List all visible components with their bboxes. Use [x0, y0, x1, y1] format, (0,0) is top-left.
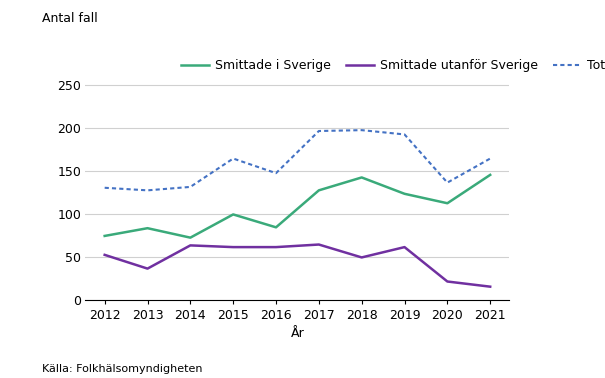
Smittade utanför Sverige [486, 284, 494, 289]
Smittade i Sverige [187, 235, 194, 240]
Totalt [443, 180, 451, 185]
Text: Antal fall: Antal fall [42, 12, 98, 25]
Smittade i Sverige [486, 173, 494, 177]
Smittade utanför Sverige [358, 255, 365, 260]
Totalt [315, 129, 322, 133]
Smittade utanför Sverige [187, 243, 194, 248]
Smittade i Sverige [144, 226, 151, 231]
Line: Smittade i Sverige: Smittade i Sverige [105, 175, 490, 238]
Smittade utanför Sverige [401, 245, 408, 249]
Totalt [229, 156, 237, 161]
Totalt [486, 156, 494, 161]
X-axis label: År: År [290, 327, 304, 340]
Legend: Smittade i Sverige, Smittade utanför Sverige, Totalt: Smittade i Sverige, Smittade utanför Sve… [177, 54, 605, 77]
Totalt [358, 128, 365, 132]
Totalt [101, 186, 108, 190]
Smittade i Sverige [443, 201, 451, 206]
Smittade utanför Sverige [443, 279, 451, 284]
Smittade utanför Sverige [315, 242, 322, 247]
Smittade i Sverige [101, 234, 108, 238]
Line: Totalt: Totalt [105, 130, 490, 191]
Smittade utanför Sverige [229, 245, 237, 249]
Line: Smittade utanför Sverige: Smittade utanför Sverige [105, 245, 490, 287]
Smittade i Sverige [229, 212, 237, 217]
Totalt [187, 184, 194, 189]
Smittade utanför Sverige [144, 266, 151, 271]
Smittade utanför Sverige [101, 253, 108, 257]
Smittade i Sverige [272, 225, 280, 229]
Text: Källa: Folkhälsomyndigheten: Källa: Folkhälsomyndigheten [42, 364, 203, 374]
Smittade i Sverige [358, 175, 365, 180]
Smittade i Sverige [401, 192, 408, 196]
Totalt [144, 188, 151, 193]
Smittade i Sverige [315, 188, 322, 193]
Smittade utanför Sverige [272, 245, 280, 249]
Totalt [272, 171, 280, 175]
Totalt [401, 132, 408, 137]
